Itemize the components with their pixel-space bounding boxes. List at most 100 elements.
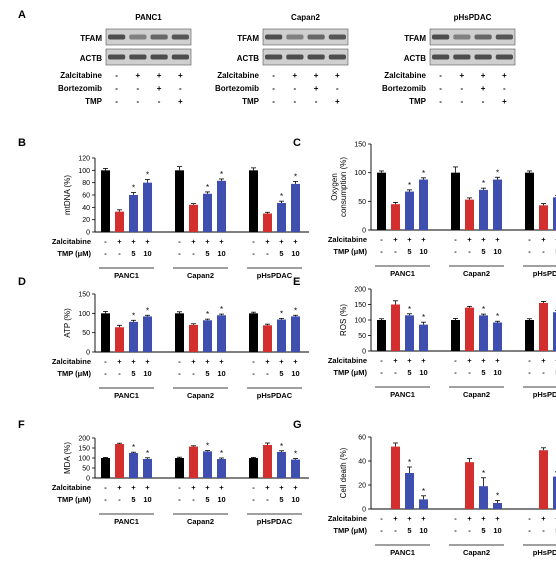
treatment-sign: -: [115, 71, 118, 80]
treatment-value: 5: [407, 526, 411, 535]
bar: [377, 172, 386, 230]
bar: [479, 486, 488, 509]
chart-panel-d: D 0 50 100 150 ATP (%) * * PANC1 * * Capan2 * * pHsPDA…: [18, 276, 309, 400]
treatment-sign: -: [461, 84, 464, 93]
treatment-value: +: [279, 483, 284, 492]
treatment-value: +: [145, 483, 150, 492]
tfam-band: [453, 34, 471, 40]
treatment-value: -: [528, 368, 531, 377]
y-tick-label: 100: [78, 168, 90, 175]
y-tick-label: 0: [362, 507, 366, 514]
treatment-row-label: Zalcitabine: [52, 237, 91, 246]
bar: [553, 312, 556, 351]
bar: [217, 459, 226, 478]
bar: [391, 446, 400, 509]
bar: [525, 172, 534, 230]
bar: [277, 452, 286, 478]
treatment-value: -: [542, 247, 545, 256]
bar: [115, 327, 124, 352]
treatment-value: +: [117, 357, 122, 366]
treatment-value: -: [104, 237, 107, 246]
group-label: pHsPDAC: [533, 390, 556, 399]
treatment-row-label: TMP (μM): [333, 526, 367, 535]
treatment-value: -: [252, 249, 255, 258]
treatment-value: -: [192, 495, 195, 504]
treatment-value: 5: [279, 369, 283, 378]
significance-star: *: [496, 312, 499, 321]
treatment-value: +: [117, 483, 122, 492]
significance-star: *: [280, 442, 283, 451]
y-tick-label: 0: [86, 476, 90, 483]
bar: [291, 316, 300, 352]
y-tick-label: 40: [358, 459, 366, 466]
treatment-value: +: [293, 357, 298, 366]
bar: [203, 320, 212, 352]
bar: [249, 458, 258, 478]
treatment-value: +: [219, 237, 224, 246]
bar: [115, 444, 124, 478]
group-label: Capan2: [187, 391, 214, 400]
actb-band: [474, 54, 492, 60]
bar: [203, 451, 212, 478]
treatment-label: Bortezomib: [58, 84, 102, 93]
y-tick-label: 50: [358, 333, 366, 340]
significance-star: *: [482, 179, 485, 188]
treatment-label: TMP: [85, 97, 103, 106]
treatment-sign: -: [336, 84, 339, 93]
significance-star: *: [146, 449, 149, 458]
panel-letter: G: [293, 419, 302, 431]
treatment-value: +: [219, 483, 224, 492]
y-tick-label: 100: [354, 170, 366, 177]
treatment-value: -: [104, 357, 107, 366]
actb-band: [432, 54, 450, 60]
treatment-value: +: [293, 483, 298, 492]
treatment-row-label: TMP (μM): [57, 369, 91, 378]
treatment-value: 10: [217, 495, 225, 504]
treatment-value: +: [117, 237, 122, 246]
bar: [129, 195, 138, 232]
treatment-value: +: [145, 357, 150, 366]
bar: [391, 304, 400, 351]
treatment-value: -: [394, 368, 397, 377]
treatment-row-label: Zalcitabine: [328, 235, 367, 244]
actb-blot-strip: [105, 48, 192, 66]
treatment-value: -: [118, 495, 121, 504]
treatment-sign: -: [461, 97, 464, 106]
treatment-sign: -: [439, 71, 442, 80]
bar: [539, 450, 548, 509]
treatment-value: -: [542, 368, 545, 377]
y-tick-label: 60: [358, 435, 366, 442]
significance-star: *: [408, 181, 411, 190]
treatment-label: Zalcitabine: [217, 71, 259, 80]
treatment-value: -: [252, 357, 255, 366]
y-axis-label: Oxygen: [330, 173, 339, 201]
treatment-value: 10: [419, 368, 427, 377]
y-tick-label: 200: [354, 287, 366, 294]
bar: [539, 302, 548, 351]
treatment-value: -: [104, 369, 107, 378]
y-tick-label: 150: [78, 446, 90, 453]
panel-letter-a: A: [18, 9, 26, 21]
treatment-value: 10: [493, 368, 501, 377]
treatment-label: TMP: [409, 97, 427, 106]
tfam-band: [286, 34, 304, 40]
group-label: Capan2: [463, 390, 490, 399]
y-tick-label: 0: [86, 230, 90, 237]
bar: [263, 325, 272, 352]
bar: [249, 170, 258, 232]
treatment-value: -: [454, 247, 457, 256]
treatment-value: 5: [481, 368, 485, 377]
treatment-value: -: [178, 483, 181, 492]
bar: [129, 453, 138, 478]
treatment-sign: -: [503, 84, 506, 93]
treatment-value: +: [421, 356, 426, 365]
group-label: PANC1: [390, 548, 415, 557]
treatment-value: -: [468, 526, 471, 535]
blot-label-actb: ACTB: [80, 54, 102, 63]
treatment-value: +: [205, 357, 210, 366]
group-label: PANC1: [390, 390, 415, 399]
treatment-sign: -: [115, 97, 118, 106]
bar: [263, 213, 272, 232]
tfam-band: [474, 34, 492, 40]
